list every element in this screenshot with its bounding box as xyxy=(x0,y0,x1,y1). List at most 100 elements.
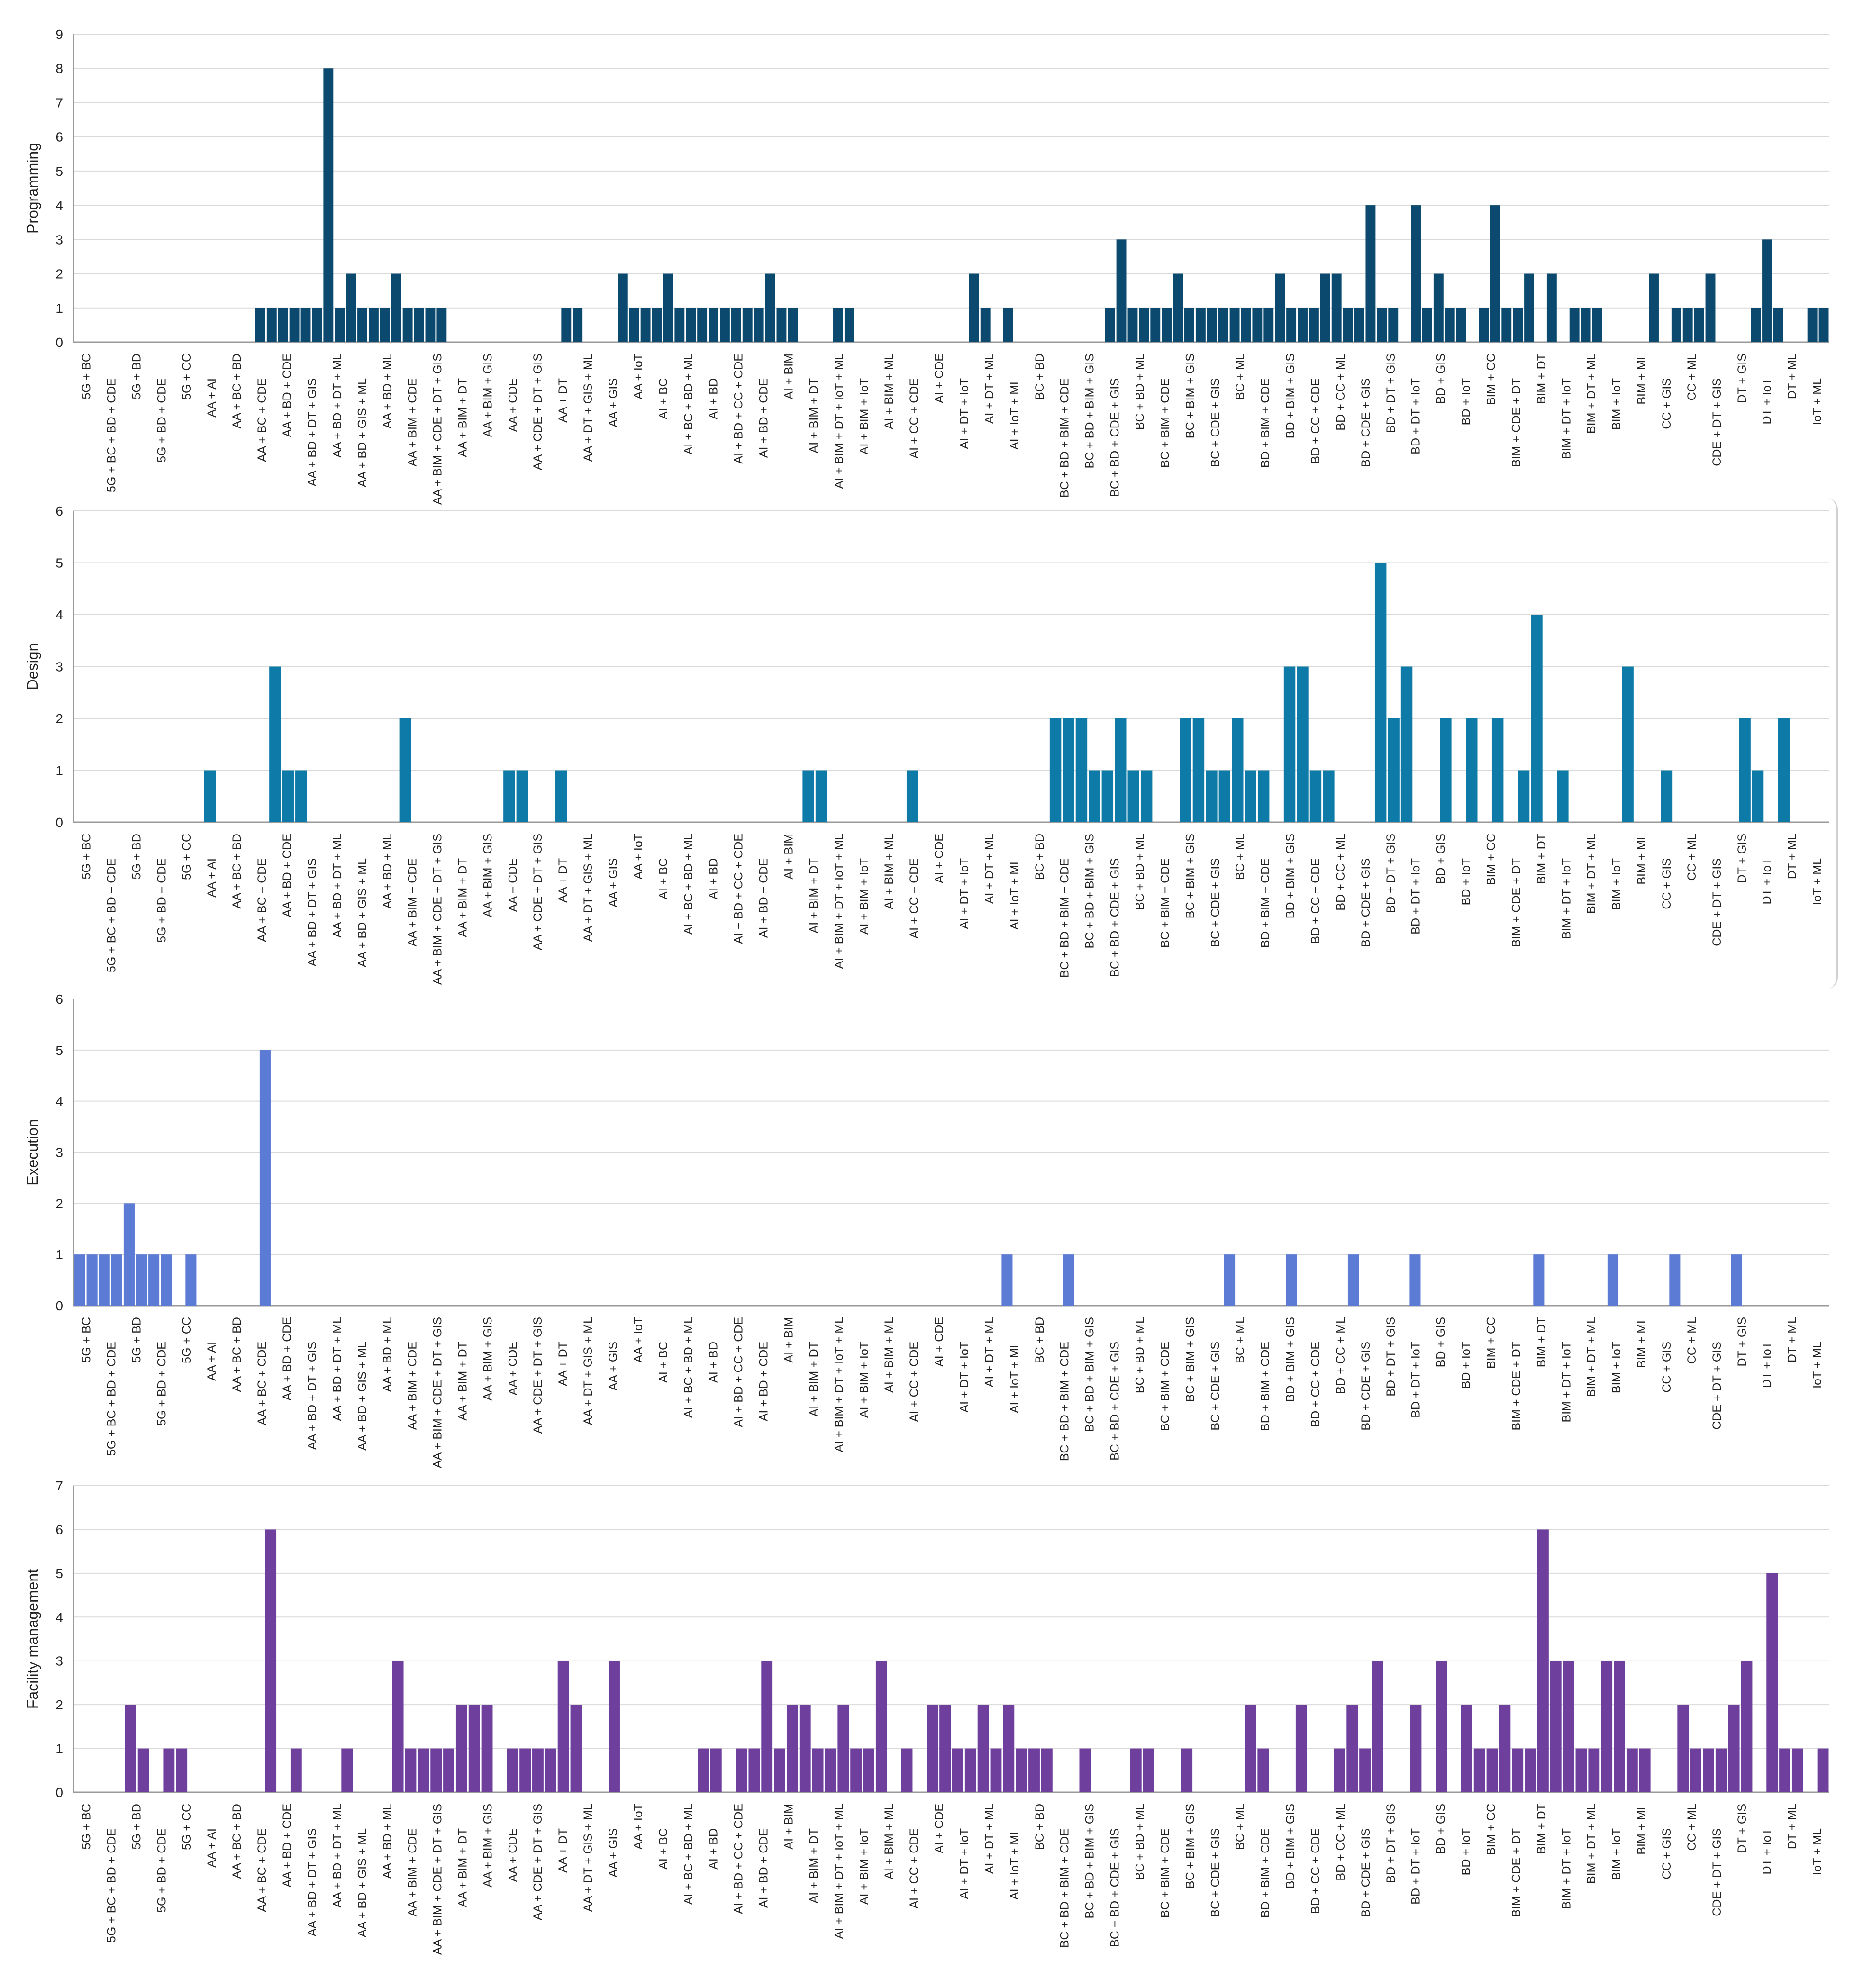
bar xyxy=(969,273,979,342)
x-tick-label: AA + DT + GIS + ML xyxy=(582,354,595,462)
y-tick-label: 1 xyxy=(55,763,63,778)
x-tick-label: BC + BIM + CDE xyxy=(1158,378,1172,468)
x-tick-label: AA + BD + GIS + ML xyxy=(356,1342,369,1451)
x-tick-label: BC + BD + ML xyxy=(1133,1804,1146,1880)
x-tick-label: BD + CC + ML xyxy=(1334,1804,1347,1881)
bar xyxy=(111,1254,122,1306)
x-tick-label: AI + DT + ML xyxy=(983,1317,996,1387)
x-tick-label: BC + BIM + GIS xyxy=(1183,354,1197,438)
bar xyxy=(1207,308,1217,342)
bar xyxy=(1639,1748,1651,1792)
x-tick-label: BIM + IoT xyxy=(1610,1828,1623,1880)
bar xyxy=(468,1705,480,1792)
bar xyxy=(776,308,787,342)
bar xyxy=(1089,770,1100,822)
x-tick-label: DT + GIS xyxy=(1736,354,1749,403)
x-tick-label: AI + BC + BD + ML xyxy=(682,354,695,454)
x-tick-label: AA + BC + CDE xyxy=(255,1342,269,1425)
x-tick-label: BIM + CC xyxy=(1484,354,1498,405)
x-tick-label: BIM + CC xyxy=(1484,1317,1498,1369)
y-tick-label: 9 xyxy=(55,27,63,42)
y-tick-label: 5 xyxy=(55,164,63,179)
x-tick-label: AA + BC + CDE xyxy=(255,1828,269,1912)
x-tick-label: DT + IoT xyxy=(1761,858,1774,905)
x-tick-label: 5G + CC xyxy=(180,354,193,400)
x-tick-label: BIM + DT xyxy=(1535,834,1548,884)
x-tick-label: BC + BD + CDE + GIS xyxy=(1109,1828,1122,1947)
x-tick-label: DT + ML xyxy=(1786,1804,1799,1849)
y-tick-label: 0 xyxy=(55,1785,63,1800)
x-tick-label: AA + BD + ML xyxy=(381,1317,394,1392)
bar xyxy=(402,308,413,342)
bar xyxy=(1320,273,1330,342)
bar xyxy=(323,68,334,342)
x-tick-label: AA + CDE + DT + GIS xyxy=(531,1804,545,1920)
x-tick-label: AA + BD + DT + ML xyxy=(331,834,344,938)
bar xyxy=(1694,308,1704,342)
x-tick-label: 5G + BC xyxy=(80,1317,93,1363)
bar xyxy=(532,1748,544,1792)
x-tick-label: 5G + CC xyxy=(180,834,193,880)
y-tick-label: 5 xyxy=(55,556,63,571)
x-tick-label: AI + IoT + ML xyxy=(1008,378,1021,450)
bar xyxy=(392,1661,404,1792)
x-tick-label: AA + BD + ML xyxy=(381,1804,394,1879)
x-tick-label: AA + BD + CDE xyxy=(281,1804,294,1887)
bar xyxy=(1779,1748,1790,1792)
bar xyxy=(125,1705,136,1792)
x-tick-label: 5G + BC xyxy=(80,1804,93,1850)
bar xyxy=(1601,1661,1613,1792)
x-tick-label: AI + BIM xyxy=(782,834,795,880)
bar xyxy=(1518,770,1530,822)
x-tick-label: AI + CDE xyxy=(933,1804,946,1853)
x-tick-label: AA + BC + BD xyxy=(230,1804,244,1879)
x-tick-label: CC + ML xyxy=(1685,834,1699,881)
bar xyxy=(300,308,311,342)
x-tick-label: BC + CDE + GIS xyxy=(1209,378,1222,467)
x-tick-label: AA + DT + GIS + ML xyxy=(582,1317,595,1425)
y-tick-label: 2 xyxy=(55,711,63,726)
x-tick-label: AA + BC + BD xyxy=(230,354,244,428)
bar xyxy=(825,1748,836,1792)
y-tick-label: 4 xyxy=(55,198,63,213)
bar xyxy=(163,1748,175,1792)
bar xyxy=(1607,1254,1618,1306)
bar xyxy=(1440,718,1452,822)
x-tick-label: AA + IoT xyxy=(632,354,645,399)
bar xyxy=(1614,1661,1625,1792)
x-tick-label: BD + BIM + CDE xyxy=(1259,1828,1272,1918)
x-tick-label: AA + BD + ML xyxy=(381,354,394,429)
bar xyxy=(1359,1748,1371,1792)
x-tick-label: BIM + IoT xyxy=(1610,378,1623,430)
bar xyxy=(1436,1661,1447,1792)
bar xyxy=(1705,273,1716,342)
x-tick-label: AI + DT + ML xyxy=(983,354,996,424)
bar xyxy=(561,308,572,342)
x-tick-label: AI + CC + CDE xyxy=(908,378,921,459)
x-tick-label: 5G + BD xyxy=(130,834,143,880)
bar xyxy=(1105,308,1115,342)
bar xyxy=(1140,770,1153,822)
x-tick-label: BIM + ML xyxy=(1635,354,1648,405)
bar xyxy=(1751,308,1761,342)
bar xyxy=(1224,1254,1236,1306)
bar xyxy=(990,1748,1002,1792)
x-tick-label: BD + DT + IoT xyxy=(1409,378,1423,454)
x-tick-label: AA + GIS xyxy=(607,378,620,427)
bar xyxy=(1388,308,1399,342)
bar xyxy=(346,273,356,342)
x-tick-label: 5G + BC + BD + CDE xyxy=(105,858,118,972)
bar xyxy=(1127,308,1138,342)
x-tick-label: AI + DT + IoT xyxy=(958,858,971,929)
bar xyxy=(1409,1254,1421,1306)
bar xyxy=(136,1254,147,1306)
x-tick-label: AI + BD + CDE xyxy=(757,1828,771,1908)
bar xyxy=(710,1748,722,1792)
x-tick-label: AI + BIM + ML xyxy=(882,1317,896,1393)
x-tick-label: AI + BIM + IoT xyxy=(857,378,871,454)
x-tick-label: BC + BIM + CDE xyxy=(1158,858,1172,948)
x-tick-label: CC + ML xyxy=(1685,1804,1699,1851)
x-tick-label: 5G + BC xyxy=(80,354,93,399)
x-tick-label: AI + BC xyxy=(657,1342,670,1383)
x-tick-label: BD + DT + GIS xyxy=(1384,1804,1398,1883)
